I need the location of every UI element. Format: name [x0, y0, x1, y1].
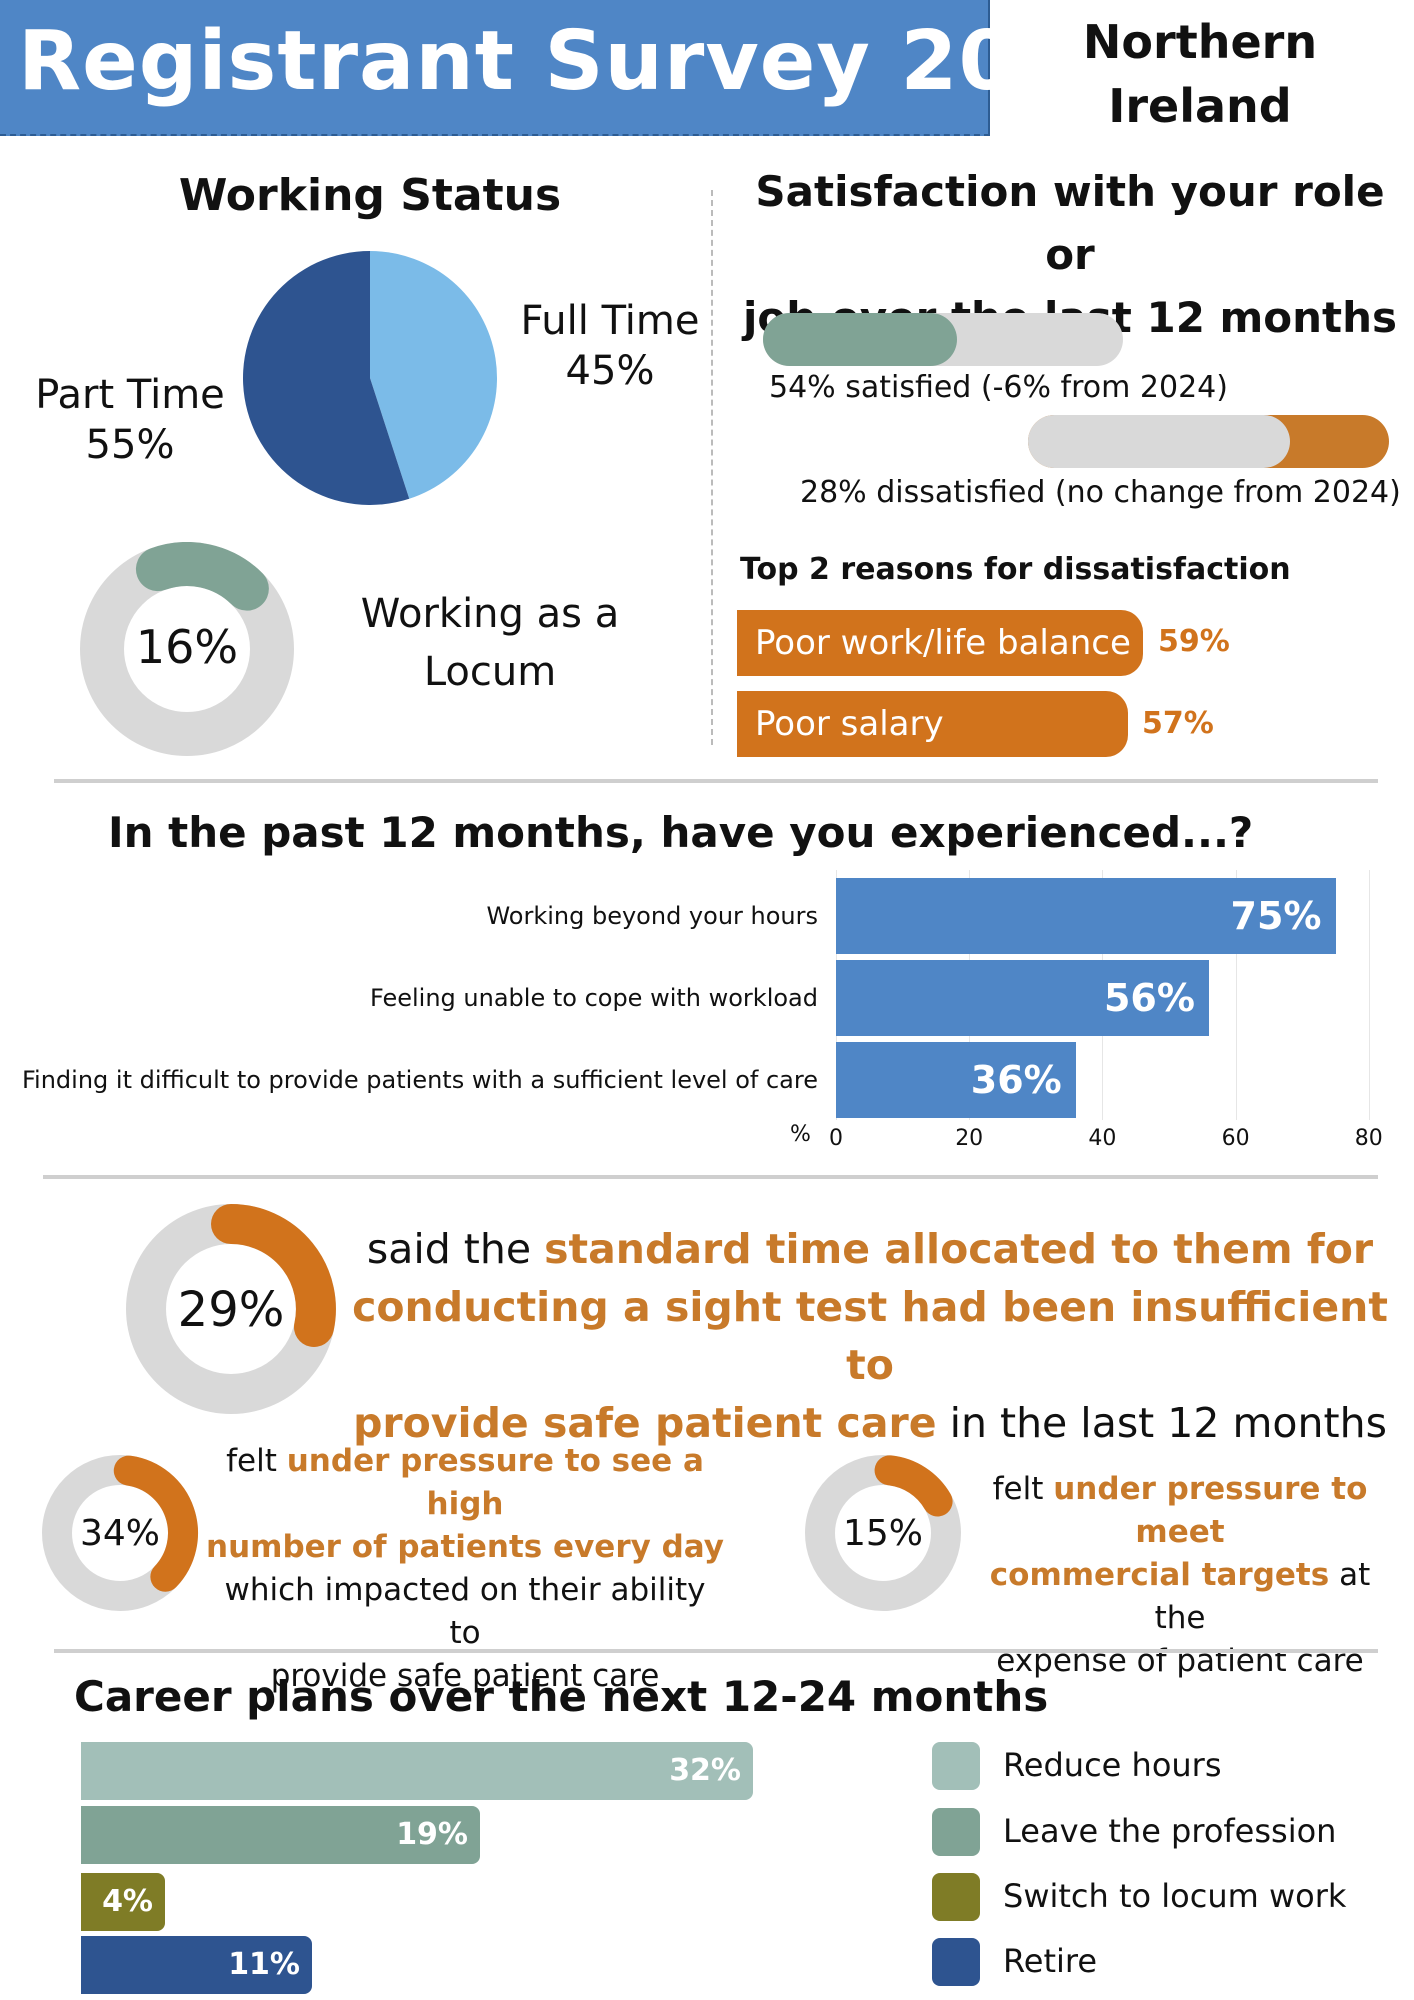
axis-tick: 80: [1354, 1126, 1383, 1151]
career-bar: 4%: [81, 1873, 165, 1931]
divider-1: [54, 779, 1378, 783]
legend-swatch: [932, 1938, 980, 1986]
pressure-patients-line3: which impacted on their ability to: [224, 1572, 706, 1651]
bar-label: Working beyond your hours: [486, 902, 818, 930]
pressure-commercial-line1-pre: felt: [992, 1471, 1054, 1507]
pressure-commercial-donut: [805, 1455, 961, 1611]
locum-label: Working as a Locum: [340, 585, 640, 701]
axis-tick: 60: [1221, 1126, 1250, 1151]
reason-poor-salary: Poor salary: [737, 691, 1128, 757]
experienced-title: In the past 12 months, have you experien…: [108, 808, 1254, 857]
career-bar: 19%: [81, 1806, 480, 1864]
axis-tick: 0: [829, 1126, 843, 1151]
sight-test-line1-pre: said the: [366, 1225, 545, 1273]
page-title: Registrant Survey 2025: [18, 14, 1133, 109]
gridline: [1368, 870, 1370, 1120]
pressure-patients-value: 34%: [79, 1513, 160, 1554]
career-chart: 32% 19% 4% 11% Reduce hours Leave the profess…: [0, 1730, 1414, 2000]
sight-test-line1-hl: standard time allocated to them for: [544, 1225, 1374, 1273]
sight-test-text: said the standard time allocated to them…: [340, 1220, 1400, 1452]
full-time-value: 45%: [565, 348, 655, 394]
satisfied-text: 54% satisfied (-6% from 2024): [769, 370, 1228, 405]
legend-label: Leave the profession: [1003, 1812, 1337, 1850]
section-divider: [711, 190, 713, 745]
legend-label: Retire: [1003, 1942, 1098, 1980]
pressure-commercial-text: felt under pressure to meet commercial t…: [960, 1468, 1400, 1683]
axis-unit: %: [790, 1122, 811, 1147]
legend-swatch: [932, 1808, 980, 1856]
reason-work-life-balance-value: 59%: [1158, 624, 1230, 659]
legend-label: Switch to locum work: [1003, 1877, 1347, 1915]
working-status-pie: [242, 251, 497, 505]
bar-label: Finding it difficult to provide patients…: [21, 1066, 818, 1094]
locum-value: 16%: [135, 620, 239, 674]
reason-work-life-balance: Poor work/life balance: [737, 610, 1143, 676]
locum-label-line2: Locum: [423, 649, 557, 695]
region-line1: Northern: [1082, 15, 1318, 69]
part-time-text: Part Time: [35, 372, 225, 418]
sight-test-line3-hl: provide safe patient care: [353, 1399, 937, 1447]
dissatisfied-bar-track: [1028, 415, 1290, 468]
part-time-value: 55%: [85, 422, 175, 468]
career-bar: 11%: [81, 1936, 312, 1994]
legend-label: Reduce hours: [1003, 1746, 1222, 1784]
axis-tick: 40: [1088, 1126, 1117, 1151]
reason-poor-salary-value: 57%: [1142, 706, 1214, 741]
reasons-title: Top 2 reasons for dissatisfaction: [740, 552, 1291, 587]
bar-label: Feeling unable to cope with workload: [369, 984, 818, 1012]
full-time-text: Full Time: [520, 298, 700, 344]
pressure-patients-donut: [42, 1455, 198, 1611]
locum-donut: [80, 542, 294, 756]
pressure-commercial-line2-post: at the: [1154, 1557, 1371, 1636]
pressure-patients-line4: provide safe patient care: [270, 1658, 660, 1694]
satisfaction-title-line1: Satisfaction with your role or: [755, 167, 1385, 279]
pressure-patients-text: felt under pressure to see a high number…: [205, 1440, 725, 1698]
region-line2: Ireland: [1108, 79, 1292, 133]
pressure-patients-line1-pre: felt: [226, 1443, 287, 1479]
axis-tick: 20: [955, 1126, 984, 1151]
dissatisfied-text: 28% dissatisfied (no change from 2024): [800, 475, 1401, 510]
full-time-label: Full Time 45%: [510, 296, 710, 396]
pressure-patients-line2-hl: number of patients every day: [206, 1529, 724, 1565]
title-banner: [0, 0, 990, 136]
region-label: Northern Ireland: [1040, 10, 1360, 138]
satisfied-bar-fill: [763, 313, 957, 366]
sight-test-donut: [126, 1204, 336, 1414]
sight-test-line2-hl: conducting a sight test had been insuffi…: [352, 1283, 1388, 1389]
bar: 75%: [836, 878, 1336, 954]
sight-test-line3-post: in the last 12 months: [936, 1399, 1387, 1447]
pie-slice-full-time: [370, 251, 497, 499]
pie-slice-part-time: [242, 251, 410, 505]
bar: 56%: [836, 960, 1209, 1036]
working-status-title: Working Status: [178, 170, 562, 221]
experienced-chart: Working beyond your hours 75% Feeling unab…: [0, 870, 1414, 1160]
pressure-patients-line1-hl: under pressure to see a high: [286, 1443, 704, 1522]
pressure-commercial-line2-hl: commercial targets: [989, 1557, 1330, 1593]
part-time-label: Part Time 55%: [20, 370, 240, 470]
career-title: Career plans over the next 12-24 months: [74, 1672, 1049, 1721]
sight-test-value: 29%: [177, 1282, 285, 1338]
legend-swatch: [932, 1742, 980, 1790]
pressure-commercial-line1-hl: under pressure to meet: [1053, 1471, 1368, 1550]
gridline: [1235, 870, 1237, 1120]
divider-2: [43, 1175, 1378, 1179]
divider-3: [54, 1649, 1378, 1653]
bar: 36%: [836, 1042, 1076, 1118]
pressure-commercial-value: 15%: [842, 1513, 923, 1554]
career-bar: 32%: [81, 1742, 753, 1800]
locum-label-line1: Working as a: [360, 591, 620, 637]
legend-swatch: [932, 1873, 980, 1921]
